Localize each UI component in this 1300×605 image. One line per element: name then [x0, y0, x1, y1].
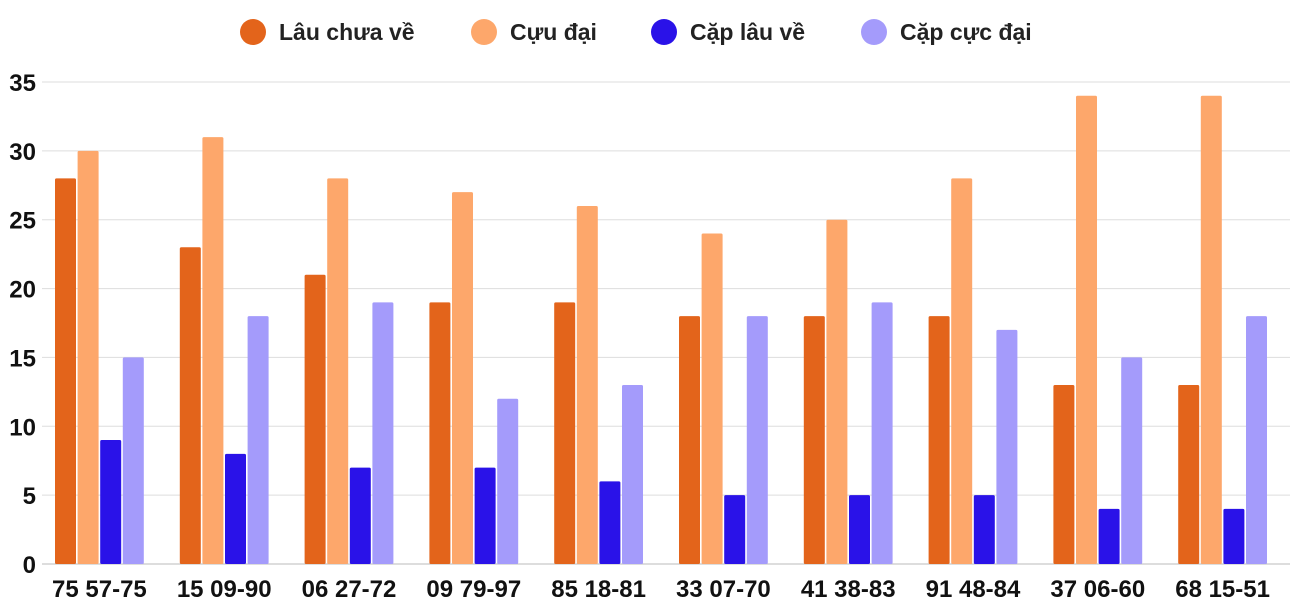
y-tick-label: 0	[23, 552, 36, 579]
x-tick-label: 09 79-97	[426, 576, 521, 600]
x-tick-label: 41 38-83	[801, 576, 896, 600]
y-tick-label: 10	[9, 414, 36, 441]
y-tick-label: 25	[9, 208, 36, 235]
bar-1-1	[55, 178, 76, 564]
y-tick-label: 5	[23, 483, 36, 510]
bar-1-7	[803, 316, 825, 564]
x-tick-label: 91 48-84	[926, 576, 1021, 600]
bar-3-3	[349, 467, 371, 564]
bar-4-3	[372, 302, 394, 564]
y-axis-ticks: 0 5 10 15 20 25 30 35	[9, 70, 36, 579]
legend-swatch-1	[240, 19, 266, 45]
legend-swatch-3	[651, 19, 677, 45]
bar-3-8	[973, 495, 995, 564]
x-tick-label: 68 15-51	[1175, 576, 1270, 600]
bar-4-9	[1121, 357, 1143, 564]
bar-2-5	[576, 205, 598, 564]
y-tick-label: 30	[9, 139, 36, 166]
x-tick-label: 33 07-70	[676, 576, 771, 600]
bar-1-5	[554, 302, 576, 564]
legend-label-3: Cặp lâu về	[690, 19, 805, 45]
y-tick-label: 35	[9, 70, 36, 97]
bar-2-2	[202, 137, 224, 564]
bar-4-4	[497, 398, 519, 564]
bar-3-5	[599, 481, 621, 564]
bar-4-1	[122, 357, 144, 564]
bar-2-6	[701, 233, 723, 565]
bar-2-7	[826, 219, 848, 564]
x-tick-label: 15 09-90	[177, 576, 272, 600]
legend-label-2: Cựu đại	[510, 19, 597, 45]
bar-3-6	[724, 495, 746, 564]
legend-swatch-2	[471, 19, 497, 45]
bar-2-10	[1200, 95, 1222, 565]
bar-1-3	[304, 274, 326, 564]
bar-4-8	[996, 329, 1018, 564]
bar-2-4	[452, 192, 473, 565]
bar-2-9	[1076, 95, 1097, 565]
legend: Lâu chưa về Cựu đại Cặp lâu về Cặp cực đại	[240, 19, 1032, 45]
bar-1-10	[1178, 384, 1200, 564]
bar-3-2	[225, 453, 246, 564]
bar-4-5	[622, 384, 643, 564]
x-tick-label: 75 57-75	[52, 576, 147, 600]
x-tick-label: 06 27-72	[302, 576, 397, 600]
x-tick-label: 85 18-81	[551, 576, 646, 600]
legend-swatch-4	[861, 19, 887, 45]
bar-3-9	[1098, 508, 1120, 564]
bar-3-7	[849, 495, 870, 564]
bar-3-10	[1223, 508, 1245, 564]
legend-label-4: Cặp cực đại	[900, 19, 1032, 45]
bar-1-4	[429, 302, 451, 564]
bar-3-1	[100, 440, 122, 564]
bar-2-8	[951, 178, 973, 564]
bar-1-2	[179, 247, 201, 564]
bar-2-3	[327, 178, 349, 564]
bar-4-10	[1246, 316, 1267, 564]
bar-1-6	[679, 316, 700, 564]
y-tick-label: 15	[9, 345, 36, 372]
bars	[55, 95, 1267, 565]
bar-2-1	[77, 150, 99, 565]
bar-1-9	[1053, 384, 1075, 564]
bar-1-8	[928, 316, 950, 564]
x-tick-label: 37 06-60	[1050, 576, 1145, 600]
legend-label-1: Lâu chưa về	[279, 19, 415, 45]
bar-3-4	[474, 467, 496, 564]
bar-4-6	[746, 316, 768, 564]
y-tick-label: 20	[9, 277, 36, 304]
bar-4-7	[871, 302, 893, 564]
bar-4-2	[247, 316, 269, 564]
x-axis-labels: 75 57-75 15 09-90 06 27-72 09 79-97 85 18-81…	[52, 576, 1270, 603]
